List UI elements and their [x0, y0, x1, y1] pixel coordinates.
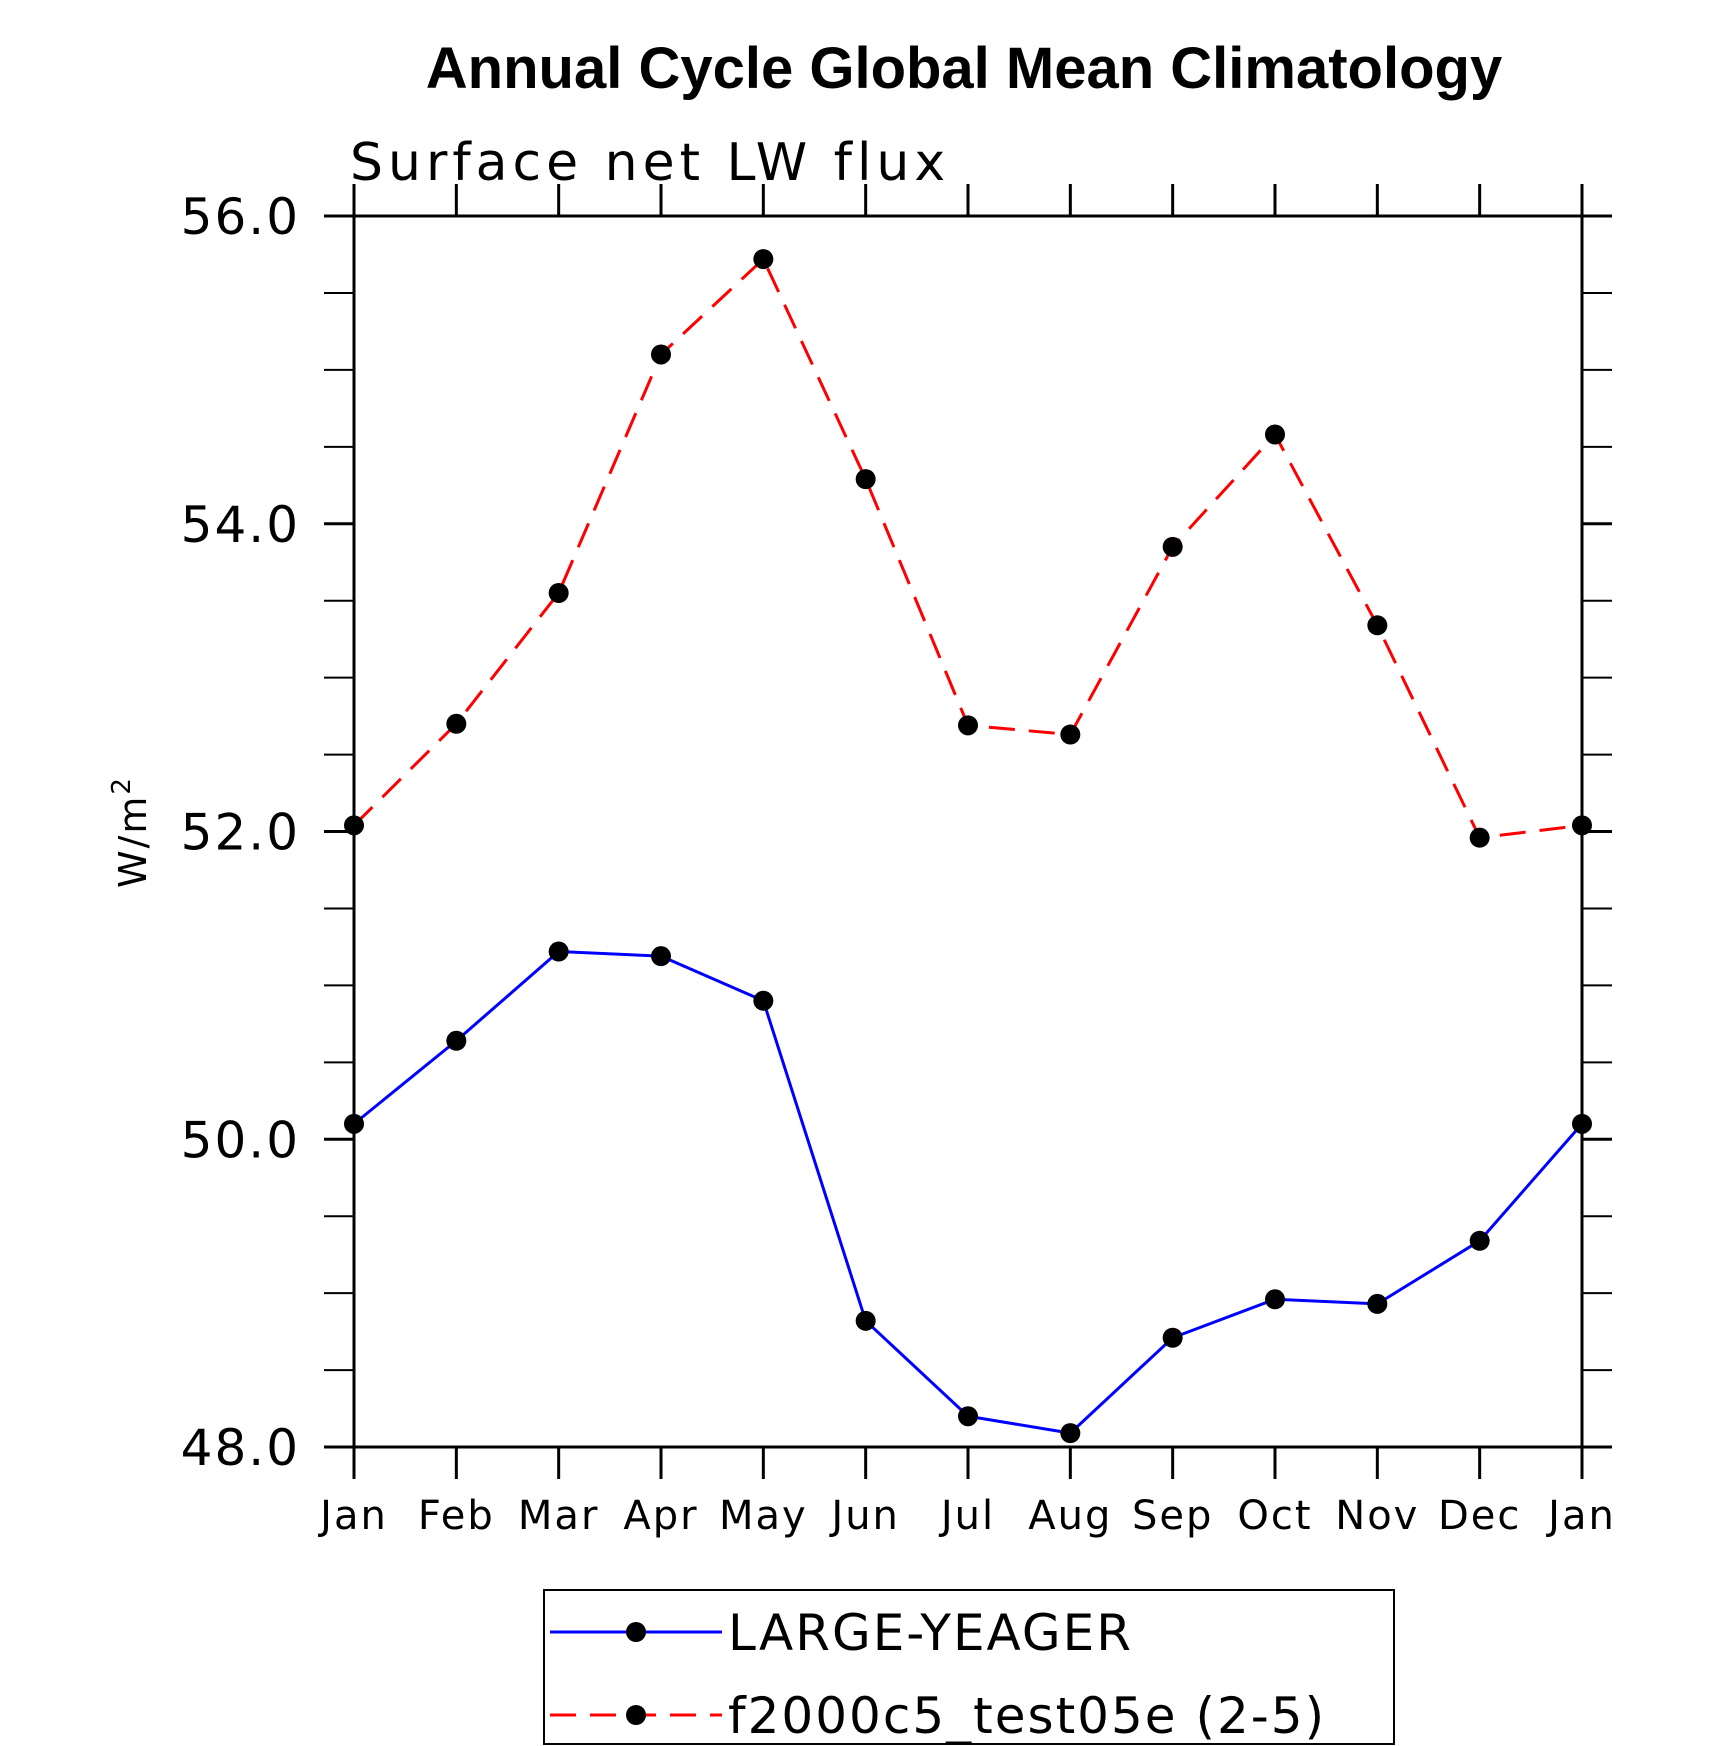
- x-tick-label: Feb: [418, 1493, 495, 1539]
- x-tick-label: Nov: [1335, 1493, 1419, 1539]
- data-point: [1572, 815, 1592, 836]
- data-point: [344, 1113, 364, 1134]
- y-axis-label-superscript: 2: [107, 776, 137, 795]
- chart-subtitle: Surface net LW flux: [350, 133, 950, 193]
- series-line: [353, 949, 1584, 1435]
- data-point: [1162, 536, 1183, 557]
- data-point: [1265, 1289, 1285, 1310]
- data-point: [1265, 424, 1285, 445]
- data-point: [651, 344, 671, 365]
- data-point: [855, 1310, 876, 1331]
- legend: LARGE-YEAGER f2000c5_test05e (2-5): [543, 1589, 1395, 1745]
- y-tick-label: 54.0: [181, 496, 300, 554]
- data-point: [1367, 615, 1388, 636]
- plot-frame: [352, 214, 1584, 1449]
- axes: Jan Feb Mar Apr May Jun Jul Aug Sep Oct Nov Dec Jan 4…: [181, 184, 1616, 1539]
- series-2: [344, 249, 1592, 848]
- data-point: [548, 941, 569, 962]
- data-point: [548, 582, 569, 603]
- x-tick-label: Jan: [317, 1493, 388, 1539]
- legend-marker: [626, 1622, 646, 1642]
- data-point: [1469, 1230, 1490, 1251]
- x-tick-label: Jul: [938, 1493, 995, 1539]
- legend-marker: [626, 1705, 646, 1725]
- legend-label: LARGE-YEAGER: [728, 1604, 1133, 1662]
- data-point: [1162, 1327, 1183, 1348]
- x-tick-label: Sep: [1132, 1493, 1213, 1539]
- data-point: [958, 715, 978, 736]
- y-axis-label: W/m2: [107, 776, 155, 888]
- chart-title: Annual Cycle Global Mean Climatology: [426, 36, 1502, 101]
- x-tick-label: Aug: [1028, 1493, 1112, 1539]
- data-point: [651, 946, 671, 967]
- x-tick-label: Dec: [1438, 1493, 1521, 1539]
- y-tick-label: 48.0: [181, 1419, 300, 1477]
- data-point: [753, 249, 774, 270]
- data-point: [1367, 1293, 1388, 1314]
- data-point: [855, 469, 876, 490]
- data-point: [446, 713, 467, 734]
- data-point: [446, 1030, 467, 1051]
- series-group: [344, 249, 1592, 1444]
- data-point: [958, 1406, 978, 1427]
- data-point: [753, 990, 774, 1011]
- data-point: [344, 815, 364, 836]
- y-tick-label: 56.0: [181, 188, 300, 246]
- y-tick-label: 52.0: [181, 804, 300, 862]
- x-tick-label: Oct: [1237, 1493, 1312, 1539]
- x-tick-label: Jun: [828, 1493, 900, 1539]
- legend-items: LARGE-YEAGER f2000c5_test05e (2-5): [550, 1604, 1326, 1745]
- data-point: [1060, 1423, 1081, 1444]
- x-tick-label: Apr: [623, 1493, 698, 1539]
- y-tick-label: 50.0: [181, 1111, 300, 1169]
- data-point: [1060, 724, 1081, 745]
- data-point: [1469, 827, 1490, 848]
- x-tick-label: May: [719, 1493, 808, 1539]
- legend-box: [543, 1589, 1395, 1745]
- series-1: [344, 941, 1592, 1444]
- legend-label: f2000c5_test05e (2-5): [728, 1687, 1326, 1745]
- y-axis-label-text: W/m: [111, 795, 155, 888]
- data-point: [1572, 1113, 1592, 1134]
- x-tick-label: Jan: [1545, 1493, 1616, 1539]
- series-line: [352, 256, 1583, 840]
- x-tick-label: Mar: [518, 1493, 599, 1539]
